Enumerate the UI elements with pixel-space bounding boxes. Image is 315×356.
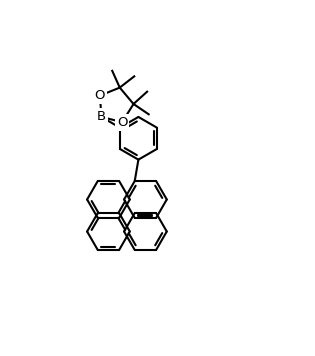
Text: B: B: [97, 110, 106, 124]
Text: O: O: [117, 116, 128, 129]
Text: O: O: [95, 89, 105, 102]
